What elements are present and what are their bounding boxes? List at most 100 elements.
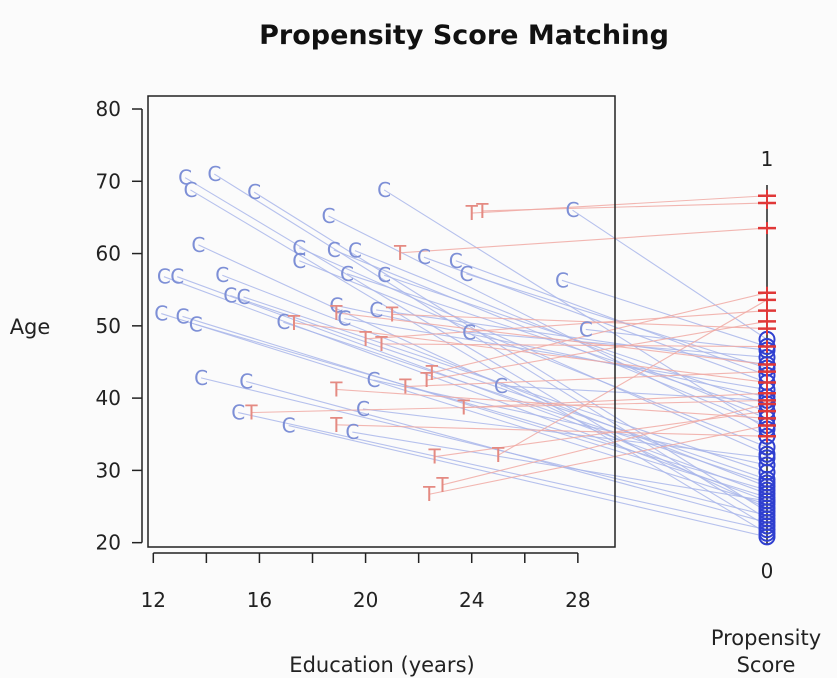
control-match-line <box>500 385 768 401</box>
control-point: C <box>329 294 343 318</box>
treated-match-line <box>434 410 768 458</box>
control-point: C <box>566 198 580 222</box>
y-tick-label: 20 <box>96 531 121 555</box>
treated-point: T <box>385 302 399 326</box>
treated-match-line <box>431 292 768 374</box>
control-point: C <box>321 204 335 228</box>
control-match-line <box>362 408 768 459</box>
y-tick-label: 70 <box>96 169 121 193</box>
control-point: C <box>247 180 261 204</box>
control-point: C <box>176 304 190 328</box>
control-match-line <box>163 276 768 502</box>
control-point: C <box>356 397 370 421</box>
propensity-score-axis: 1 0 Propensity Score <box>711 147 821 677</box>
control-match-line <box>469 331 768 358</box>
treated-match-line <box>392 313 768 330</box>
treated-match-line <box>442 403 768 486</box>
control-point: C <box>417 245 431 269</box>
control-point: C <box>239 369 253 393</box>
control-match-line <box>246 380 768 523</box>
treated-point: T <box>491 443 505 467</box>
score-bottom-label: 0 <box>761 559 774 583</box>
treated-point: T <box>425 361 439 385</box>
control-point: C <box>178 166 192 190</box>
treated-point: T <box>457 396 471 420</box>
control-match-line <box>455 260 768 376</box>
match-lines <box>161 173 768 538</box>
control-point: C <box>189 312 203 336</box>
treated-point: T <box>358 327 372 351</box>
y-tick-label: 80 <box>96 97 121 121</box>
treated-match-line <box>381 343 768 348</box>
x-tick-label: 24 <box>459 588 484 612</box>
control-match-line <box>352 431 768 502</box>
control-score-mark <box>758 474 776 492</box>
control-match-line <box>336 305 768 398</box>
treated-point: T <box>393 241 407 265</box>
treated-point: T <box>435 473 449 497</box>
treated-point: T <box>419 368 433 392</box>
score-axis-label-line: Score <box>737 653 796 677</box>
control-score-mark <box>758 456 776 474</box>
y-tick-label: 30 <box>96 458 121 482</box>
y-axis: 20 30 40 50 60 70 80 <box>96 97 143 555</box>
control-match-line <box>383 189 768 430</box>
control-match-line <box>288 425 768 538</box>
control-point: C <box>237 285 251 309</box>
score-marks <box>758 189 776 546</box>
treated-point: T <box>475 199 489 223</box>
control-point: C <box>377 263 391 287</box>
treated-match-line <box>426 320 768 381</box>
treated-match-line <box>400 227 768 254</box>
control-score-mark <box>758 481 776 499</box>
treated-point: T <box>329 377 343 401</box>
treated-point: T <box>465 201 479 225</box>
x-tick-label: 20 <box>353 588 378 612</box>
control-match-line <box>585 328 768 351</box>
x-tick-label: 16 <box>247 588 272 612</box>
control-match-line <box>561 279 768 348</box>
x-axis-label: Education (years) <box>289 653 474 677</box>
control-point: C <box>449 249 463 273</box>
treated-match-line <box>482 202 768 212</box>
treated-match-line <box>429 424 768 495</box>
control-match-line <box>184 177 768 527</box>
control-point: C <box>215 263 229 287</box>
control-point: C <box>340 262 354 286</box>
treated-match-line <box>405 371 768 388</box>
y-tick-label: 60 <box>96 242 121 266</box>
chart-title: Propensity Score Matching <box>259 20 669 51</box>
control-score-mark <box>758 528 776 546</box>
control-point: C <box>348 239 362 263</box>
control-point: C <box>194 366 208 390</box>
control-point: C <box>337 307 351 331</box>
x-tick-label: 12 <box>141 588 166 612</box>
treated-point: T <box>422 482 436 506</box>
y-tick-label: 50 <box>96 314 121 338</box>
treated-match-line <box>336 424 768 437</box>
control-point: C <box>367 368 381 392</box>
score-top-label: 1 <box>761 147 774 171</box>
control-point: C <box>327 238 341 262</box>
control-match-line <box>214 173 768 520</box>
control-point: C <box>369 298 383 322</box>
y-tick-label: 40 <box>96 386 121 410</box>
score-axis-label-line: Propensity <box>711 626 821 650</box>
control-match-line <box>383 274 768 405</box>
control-point: C <box>191 233 205 257</box>
treated-match-line <box>497 299 768 456</box>
control-match-line <box>253 191 768 513</box>
control-point: C <box>377 178 391 202</box>
treated-match-line <box>251 399 768 414</box>
control-match-line <box>299 260 768 448</box>
control-point: C <box>183 178 197 202</box>
control-point: C <box>494 374 508 398</box>
control-score-mark <box>758 449 776 467</box>
score-axis-label: Propensity Score <box>711 626 821 677</box>
control-point: C <box>231 401 245 425</box>
treated-match-line <box>365 310 768 340</box>
treated-point: T <box>374 332 388 356</box>
control-match-line <box>373 379 768 466</box>
